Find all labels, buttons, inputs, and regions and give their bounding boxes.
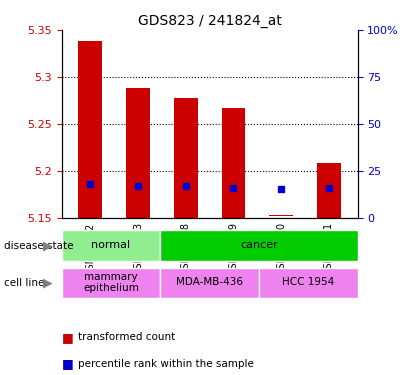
Text: HCC 1954: HCC 1954 <box>282 278 335 288</box>
Bar <box>79 41 102 218</box>
Bar <box>317 163 341 218</box>
Title: GDS823 / 241824_at: GDS823 / 241824_at <box>138 13 282 28</box>
FancyBboxPatch shape <box>62 230 160 261</box>
Text: cell line: cell line <box>4 278 44 288</box>
Bar <box>174 98 198 218</box>
FancyBboxPatch shape <box>160 230 358 261</box>
Text: transformed count: transformed count <box>78 333 175 342</box>
Bar <box>126 88 150 218</box>
Text: cancer: cancer <box>240 240 278 250</box>
FancyBboxPatch shape <box>160 268 259 298</box>
Text: MDA-MB-436: MDA-MB-436 <box>176 278 243 288</box>
Text: normal: normal <box>91 240 131 250</box>
Text: ■: ■ <box>62 331 74 344</box>
Text: mammary
epithelium: mammary epithelium <box>83 272 139 293</box>
Bar <box>222 108 245 218</box>
Text: ▶: ▶ <box>43 277 53 290</box>
Text: ■: ■ <box>62 357 74 370</box>
FancyBboxPatch shape <box>62 268 160 298</box>
Text: disease state: disease state <box>4 241 74 250</box>
Bar <box>269 215 293 216</box>
FancyBboxPatch shape <box>259 268 358 298</box>
Text: ▶: ▶ <box>43 239 53 252</box>
Text: percentile rank within the sample: percentile rank within the sample <box>78 359 254 369</box>
